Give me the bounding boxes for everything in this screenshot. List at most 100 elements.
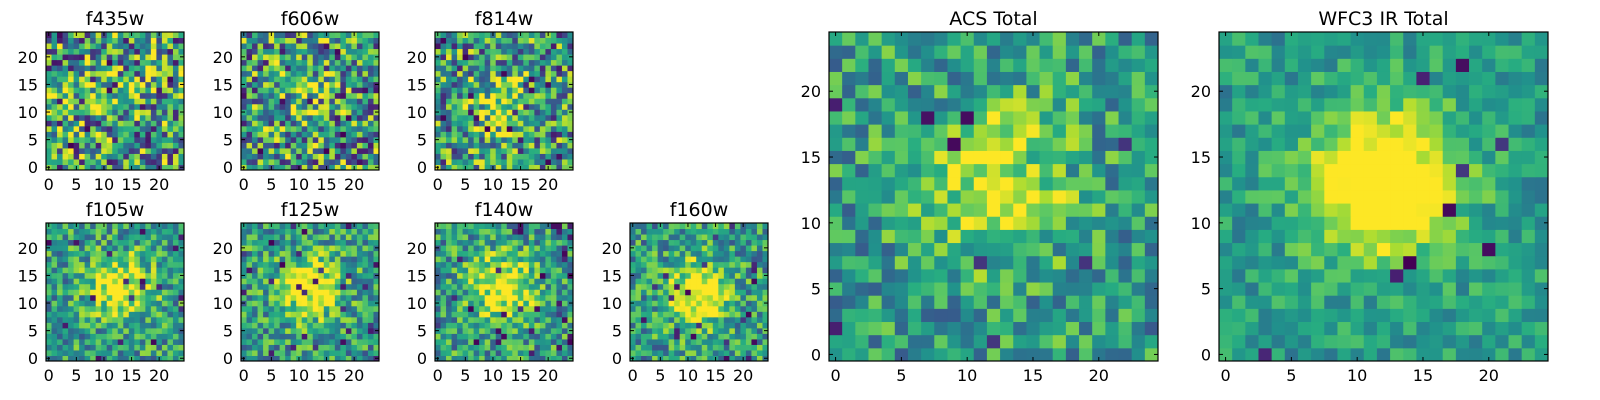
heatmap-cell [112,349,119,356]
heatmap-cell [468,234,475,241]
heatmap-cell [696,333,703,340]
heatmap-cell [323,142,330,149]
heatmap-cell [490,65,497,72]
heatmap-cell [257,142,264,149]
heatmap-cell [635,327,642,334]
heatmap-cell [362,48,369,55]
heatmap-cell [172,131,179,138]
heatmap-cell [345,272,352,279]
heatmap-cell [367,76,374,83]
heatmap-cell [362,87,369,94]
heatmap-cell [323,54,330,61]
heatmap-cell [84,256,91,263]
heatmap-cell [79,92,86,99]
heatmap-cell [690,305,697,312]
heatmap-cell [446,131,453,138]
heatmap-cell [123,92,130,99]
heatmap-cell [128,158,135,165]
heatmap-cell [556,92,563,99]
heatmap-cell [246,54,253,61]
heatmap-cell [712,261,719,268]
heatmap-cell [123,311,130,318]
heatmap-cell [123,333,130,340]
heatmap-cell [440,164,447,171]
heatmap-cell [440,283,447,290]
heatmap-cell [101,81,108,88]
heatmap-cell [323,158,330,165]
heatmap-cell [435,48,442,55]
heatmap-cell [351,322,358,329]
heatmap-cell [178,289,185,296]
heatmap-cell [161,349,168,356]
heatmap-cell [756,355,763,362]
heatmap-cell [68,245,75,252]
heatmap-cell [635,311,642,318]
heatmap-cell [51,294,58,301]
heatmap-cell [468,333,475,340]
heatmap-cell [740,289,747,296]
heatmap-cell [506,114,513,121]
heatmap-cell [117,43,124,50]
heatmap-cell [729,223,736,230]
heatmap-cell [51,289,58,296]
heatmap-cell [312,322,319,329]
heatmap-cell [90,54,97,61]
heatmap-cell [263,228,270,235]
heatmap-cell [1000,229,1014,244]
heatmap-cell [279,164,286,171]
heatmap-cell [479,158,486,165]
heatmap-cell [495,103,502,110]
heatmap-cell [561,300,568,307]
heatmap-cell [490,70,497,77]
heatmap-cell [161,289,168,296]
heatmap-cell [707,272,714,279]
heatmap-cell [178,98,185,105]
heatmap-cell [446,223,453,230]
heatmap-cell [134,59,141,66]
heatmap-cell [528,283,535,290]
heatmap-cell [106,267,113,274]
heatmap-cell [457,142,464,149]
heatmap-cell [367,158,374,165]
heatmap-cell [161,109,168,116]
heatmap-cell [57,37,64,44]
heatmap-cell [523,344,530,351]
heatmap-cell [1065,229,1080,244]
heatmap-cell [1065,216,1080,230]
heatmap-cell [257,43,264,50]
heatmap-cell [468,158,475,165]
heatmap-cell [495,37,502,44]
heatmap-cell [462,267,469,274]
heatmap-cell [512,333,519,340]
heatmap-cell [679,338,686,345]
heatmap-cell [340,333,347,340]
heatmap-cell [451,59,458,66]
heatmap-cell [473,272,480,279]
heatmap-cell [296,234,303,241]
heatmap-cell [561,98,568,105]
heatmap-cell [106,300,113,307]
heatmap-cell [534,131,541,138]
heatmap-cell [156,54,163,61]
heatmap-cell [296,158,303,165]
heatmap-cell [545,272,552,279]
heatmap-cell [528,316,535,323]
x-tick-label: 15 [705,366,725,385]
heatmap-cell [318,250,325,257]
heatmap-cell [117,250,124,257]
heatmap-cell [528,65,535,72]
heatmap-cell [490,305,497,312]
heatmap-cell [285,261,292,268]
heatmap-cell [279,338,286,345]
heatmap-cell [139,355,146,362]
heatmap-cell [690,311,697,318]
heatmap-cell [252,300,259,307]
heatmap-cell [635,305,642,312]
heatmap-cell [307,87,314,94]
heatmap-cell [263,136,270,143]
heatmap-cell [373,43,380,50]
heatmap-cell [296,92,303,99]
heatmap-cell [517,234,524,241]
heatmap-cell [934,282,948,296]
heatmap-cell [517,131,524,138]
